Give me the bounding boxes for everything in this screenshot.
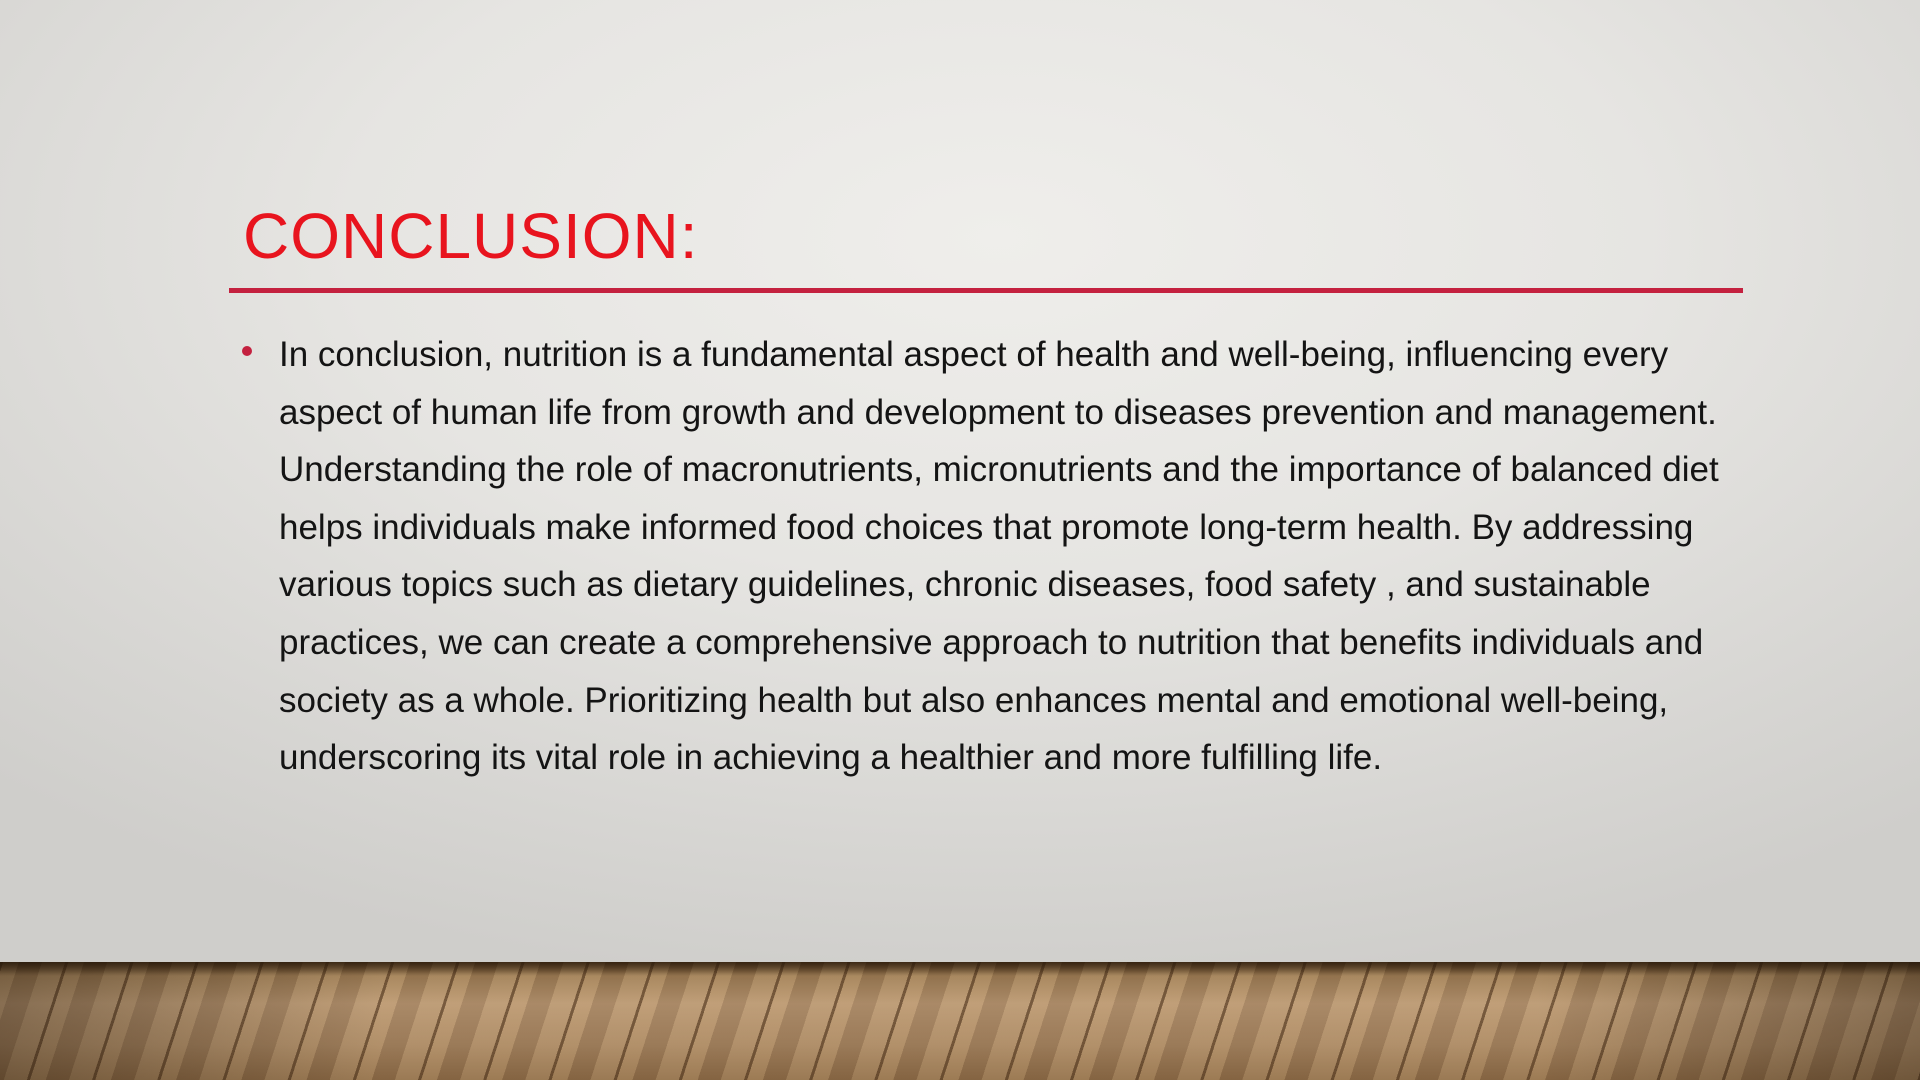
slide-title: CONCLUSION:	[243, 200, 699, 272]
bullet-dot-icon	[242, 346, 252, 356]
bullet-list: In conclusion, nutrition is a fundamenta…	[240, 326, 1740, 787]
bullet-item: In conclusion, nutrition is a fundamenta…	[240, 326, 1740, 787]
wood-floor-image	[0, 962, 1920, 1080]
floor-vignette	[0, 962, 1920, 1080]
bullet-text: In conclusion, nutrition is a fundamenta…	[279, 335, 1719, 778]
floor-shadow	[0, 962, 1920, 976]
title-underline-rule	[229, 288, 1743, 293]
